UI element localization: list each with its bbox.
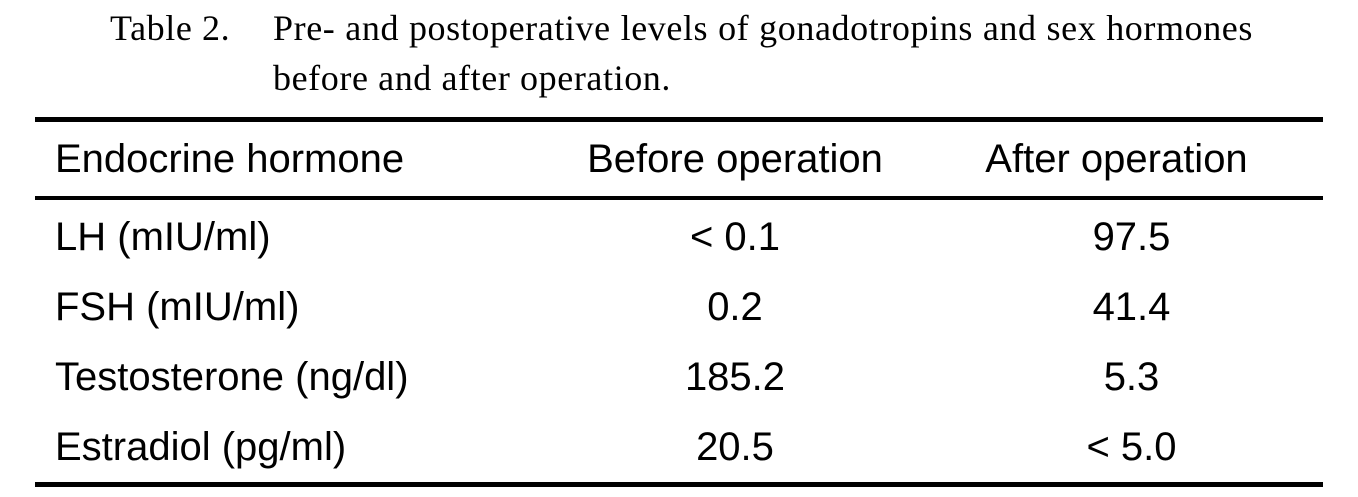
- header-row: Endocrine hormone Before operation After o…: [35, 119, 1323, 198]
- header-cell: After operation: [985, 136, 1248, 181]
- table-cell: 185.2: [684, 354, 786, 399]
- caption-text: Pre- and postoperative levels of gonadot…: [273, 8, 1253, 98]
- table-row: Estradiol (pg/ml) 20.5 < 5.0: [35, 412, 1323, 485]
- table-cell: 20.5: [696, 424, 774, 469]
- table-cell: 5.3: [1103, 354, 1160, 399]
- table-cell: Testosterone (ng/dl): [55, 354, 409, 399]
- header-cell: Endocrine hormone: [55, 136, 405, 181]
- table-header: Endocrine hormone Before operation After o…: [35, 119, 1323, 198]
- table-body: LH (mIU/ml) < 0.1 97.5 FSH (mIU/ml) 0.2 41.4 T…: [35, 198, 1323, 485]
- table-row: LH (mIU/ml) < 0.1 97.5: [35, 198, 1323, 272]
- table-cell: Estradiol (pg/ml): [55, 424, 347, 469]
- table-cell: 41.4: [1092, 284, 1171, 329]
- table-cell: FSH (mIU/ml): [55, 284, 300, 329]
- table-cell: < 0.1: [689, 214, 781, 259]
- table-cell: < 5.0: [1086, 424, 1177, 469]
- caption-label: Table 2.: [110, 8, 231, 48]
- table: Endocrine hormone Before operation After o…: [35, 117, 1323, 487]
- table-row: Testosterone (ng/dl) 185.2 5.3: [35, 342, 1323, 412]
- header-cell: Before operation: [587, 136, 883, 181]
- table-cell: LH (mIU/ml): [55, 214, 271, 259]
- table-cell: 97.5: [1092, 214, 1171, 259]
- table-cell: 0.2: [707, 284, 763, 329]
- table-row: FSH (mIU/ml) 0.2 41.4: [35, 272, 1323, 342]
